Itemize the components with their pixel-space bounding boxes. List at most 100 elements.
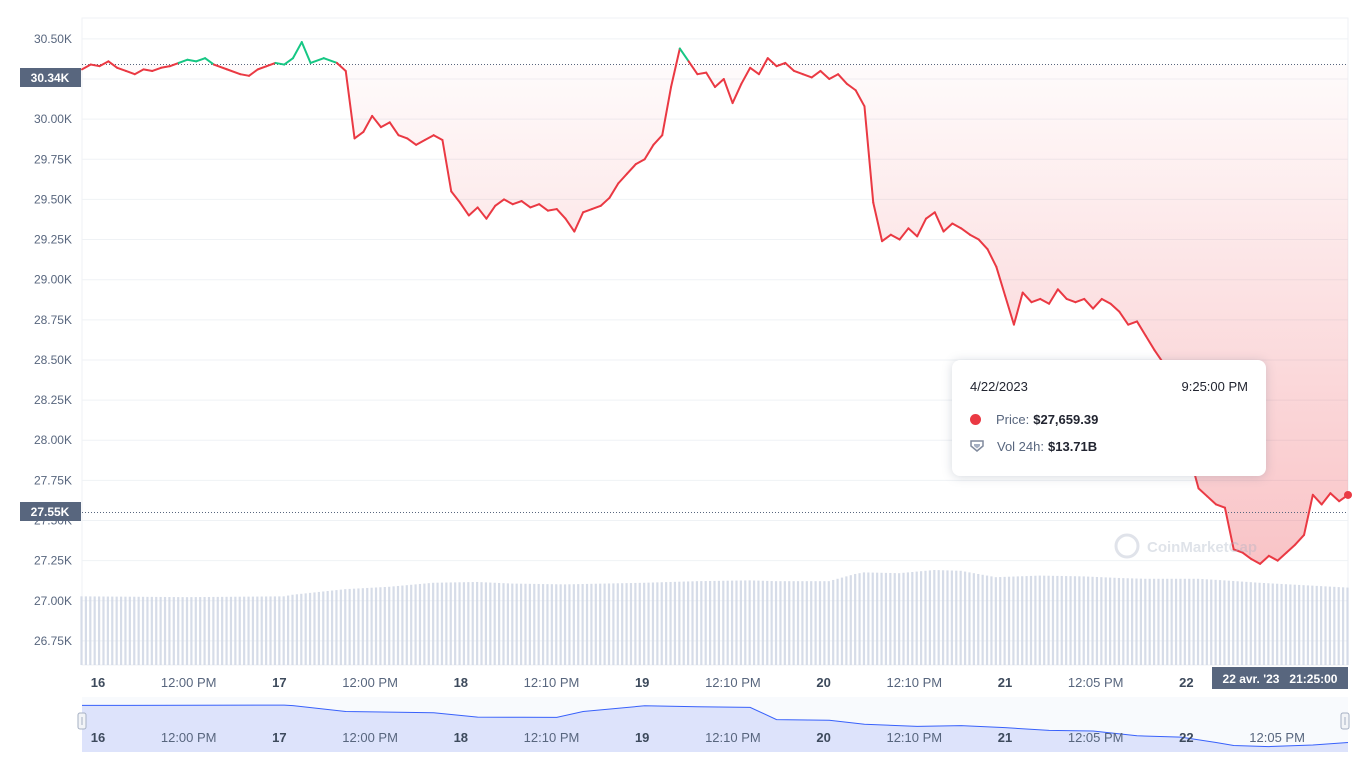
price-segment [98,60,110,68]
price-segment [1083,297,1095,310]
volume-bar [1082,576,1085,665]
price-segment [292,41,303,60]
price-area-fill [82,64,1348,564]
volume-bar [295,594,298,665]
volume-bar [282,596,285,665]
volume-bar [590,583,593,665]
price-segment [1127,320,1138,326]
price-segment [837,73,848,85]
volume-bar [287,595,290,665]
navigator[interactable]: 16 12:00 PM 17 12:00 PM 18 12:10 PM 19 12:10 PM… [77,697,1350,752]
price-segment [538,203,549,212]
price-segment [951,222,963,230]
volume-bar [383,587,386,665]
volume-bar [1188,578,1191,665]
volume-bar [559,584,562,665]
tooltip-volume-label: Vol 24h: [997,438,1044,454]
navigator-left-handle[interactable] [77,712,87,730]
volume-bar [449,582,452,665]
volume-bar [616,583,619,665]
y-tick-label: 26.75K [34,634,72,648]
volume-bar [726,580,729,665]
tooltip-price-row: Price: $27,659.39 [970,410,1098,428]
volume-bar [810,581,813,665]
volume-bar [1205,579,1208,665]
volume-bar [968,572,971,665]
volume-bar [1346,587,1349,665]
price-segment [907,227,919,238]
price-segment [599,196,611,207]
price-segment [555,208,567,220]
volume-bar [269,596,272,665]
volume-bar [972,573,975,665]
price-segment [1021,291,1033,304]
volume-bar [625,583,628,665]
volume-bar [370,587,373,665]
volume-bar [388,586,391,665]
y-tick-label: 27.75K [34,473,72,487]
volume-bar [1091,576,1094,665]
volume-bar [115,596,118,665]
volume-bar [1170,578,1173,665]
price-segment [476,206,488,220]
volume-bar [1179,578,1182,665]
price-segment [353,130,365,140]
price-segment [1329,492,1341,503]
volume-bar [1135,578,1138,665]
volume-bar [1271,583,1274,665]
price-segment [942,222,954,233]
volume-bar [977,573,980,665]
navigator-right-handle[interactable] [1340,712,1350,730]
price-segment [168,61,180,68]
price-segment [634,158,646,166]
volume-bar [185,597,189,665]
volume-bar [163,596,167,665]
volume-bar [146,596,149,665]
y-tick-label: 29.25K [34,233,72,247]
volume-bar [541,584,545,665]
volume-bar [836,578,839,665]
volume-bar [462,582,466,665]
navigator-x-tick-label: 21 [998,730,1012,745]
price-segment [1136,320,1147,337]
volume-bar [937,570,940,665]
volume-bar [946,570,949,665]
price-segment [854,89,866,108]
volume-bar [89,596,92,665]
volume-bar [546,584,549,665]
volume-bar [322,591,325,665]
volume-bar [1043,575,1046,665]
volume-bar [133,596,136,665]
volume-bar [792,581,795,665]
volume-bar [84,596,87,665]
volume-bar [379,587,382,665]
navigator-x-tick-label: 17 [272,730,286,745]
volume-bar [739,580,742,665]
volume-bar [111,596,114,665]
price-segment [810,69,822,79]
tooltip-volume-value: $13.71B [1048,438,1098,454]
y-tick-label: 28.50K [34,353,72,367]
volume-bar [396,585,400,665]
volume-bar [1183,578,1186,665]
x-tick-label: 21 [998,675,1012,690]
price-dot-icon [970,413,981,425]
volume-bar [1104,577,1107,665]
volume-bar [106,596,109,665]
price-segment [670,47,681,89]
price-segment [195,57,207,63]
volume-bar [159,596,162,665]
price-segment [450,190,462,204]
volume-bar [150,596,153,665]
volume-bar [533,583,536,665]
volume-bar [119,596,123,665]
volume-bar [1236,581,1239,665]
price-segment [652,134,664,146]
price-segment [1267,554,1279,562]
volume-bar [181,597,184,665]
volume-bar [1003,576,1006,665]
x-tick-label: 12:00 PM [161,675,217,690]
x-tick-label: 22 [1179,675,1193,690]
volume-bar [234,596,237,665]
